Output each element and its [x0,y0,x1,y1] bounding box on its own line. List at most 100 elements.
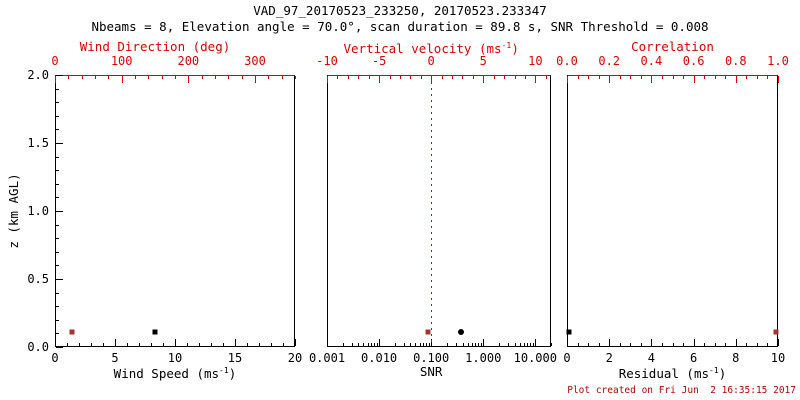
wind-x-major-tick [175,339,176,346]
residual-x2-minor-tick [704,76,706,79]
wind-x2-minor-tick [201,76,203,79]
wind-speed-marker [152,329,158,335]
wind-x2-minor-tick [228,76,230,79]
residual-x-tick-label: 6 [689,351,698,365]
residual-x2-major-tick [778,76,779,83]
snr-x2-axis-title: Vertical velocity (ms-1) [343,40,519,57]
wind-y-minor-tick [56,319,59,321]
snr-x2-minor-tick [389,76,391,79]
residual-x-minor-tick [577,343,579,346]
wind-y-major-tick [56,347,63,348]
snr-x2-minor-tick [337,76,339,79]
residual-x2-minor-tick [714,76,716,79]
snr-x2-minor-tick [493,76,495,79]
wind-x2-tick-label: 300 [244,54,266,68]
snr-x-minor-tick [376,343,378,346]
wind-x-minor-tick [199,343,200,346]
residual-x2-minor-tick [672,76,674,79]
residual-x2-major-tick [609,76,611,83]
snr-x-axis-title: SNR [419,364,443,379]
wind-y-minor-tick [56,197,59,199]
correlation-marker [773,329,779,335]
snr-x-minor-tick [423,343,425,346]
snr-x2-minor-tick [410,76,412,79]
zero-vertical-velocity-line [431,76,433,346]
wind-x-tick-label: 0 [51,351,59,365]
residual-x2-minor-tick [619,76,621,79]
wind-x2-major-tick [188,76,190,83]
residual-x-minor-tick [725,343,727,346]
wind-x2-minor-tick [135,76,136,79]
snr-x-minor-tick [394,343,396,346]
snr-x-minor-tick [478,343,480,346]
snr-x-minor-tick [410,343,412,346]
wind-x2-axis-title: Wind Direction (deg) [79,39,231,54]
residual-x-major-tick [778,339,779,346]
residual-x2-tick-label: 1.0 [767,54,789,68]
snr-x2-tick-label: 0 [427,54,435,68]
wind-x2-major-tick [121,76,123,83]
wind-y-major-tick [56,211,63,212]
snr-x2-minor-tick [452,76,454,79]
snr-x-tick-label: 1.000 [465,351,502,365]
wind-x-minor-tick [67,343,68,346]
residual-x-minor-tick [630,343,632,346]
snr-x-minor-tick [532,343,534,346]
snr-x-minor-tick [374,343,376,346]
snr-x2-major-tick [483,76,485,83]
wind-y-tick-label: 1.5 [27,136,49,150]
wind-x-tick-label: 5 [111,351,119,365]
residual-x2-minor-tick [630,76,632,79]
snr-x-minor-tick [342,343,344,346]
residual-x2-minor-tick [683,76,685,79]
wind-x-minor-tick [91,343,92,346]
residual-x-tick-label: 0 [563,351,571,365]
wind-y-tick-label: 1.0 [27,204,49,218]
wind-x-minor-tick [79,343,80,346]
residual-x-minor-tick [714,343,716,346]
wind-x2-minor-tick [241,76,243,79]
residual-x-minor-tick [704,343,706,346]
snr-x2-minor-tick [347,76,349,79]
residual-x2-tick-label: 0.4 [640,54,663,68]
snr-x-minor-tick [446,343,448,346]
wind-y-minor-tick [56,183,59,185]
plot-subtitle: Nbeams = 8, Elevation angle = 70.0°, sca… [91,19,709,34]
wind-direction-marker [69,329,75,335]
snr-x2-minor-tick [545,76,547,79]
wind-x-major-tick [115,339,116,346]
snr-x-minor-tick [551,343,552,346]
residual-x-minor-tick [661,343,663,346]
residual-x2-minor-tick [756,76,758,79]
wind-y-minor-tick [56,115,59,117]
snr-x2-minor-tick [358,76,360,79]
snr-x-minor-tick [530,343,532,346]
snr-x2-tick-label: -5 [371,54,387,68]
snr-x2-minor-tick [368,76,370,79]
wind-y-minor-tick [56,88,59,90]
residual-x-minor-tick [588,343,590,346]
residual-x-tick-label: 2 [605,351,613,365]
residual-x2-major-tick [693,76,695,83]
residual-x2-tick-label: 0.8 [724,54,747,68]
residual-x2-minor-tick [661,76,663,79]
residual-x-major-tick [735,339,737,346]
snr-x-minor-tick [415,343,417,346]
snr-x2-major-tick [327,76,328,83]
snr-x-minor-tick [480,343,482,346]
wind-x-minor-tick [211,343,212,346]
residual-x2-major-tick [735,76,737,83]
wind-x-major-tick [235,339,236,346]
wind-x2-tick-label: 0 [51,54,59,68]
wind-y-minor-tick [56,265,59,267]
wind-x2-tick-label: 200 [177,54,200,68]
snr-x-minor-tick [351,343,353,346]
residual-x-axis-title: Residual (ms-1) [618,365,727,382]
snr-x-minor-tick [371,343,372,346]
wind-x2-minor-tick [295,76,296,79]
snr-x-minor-tick [358,343,360,346]
creation-timestamp: Plot created on Fri Jun 2 16:35:15 2017 [567,385,796,396]
wind-y-minor-tick [56,292,59,294]
residual-panel-box [567,75,778,347]
residual-x2-minor-tick [640,76,642,79]
